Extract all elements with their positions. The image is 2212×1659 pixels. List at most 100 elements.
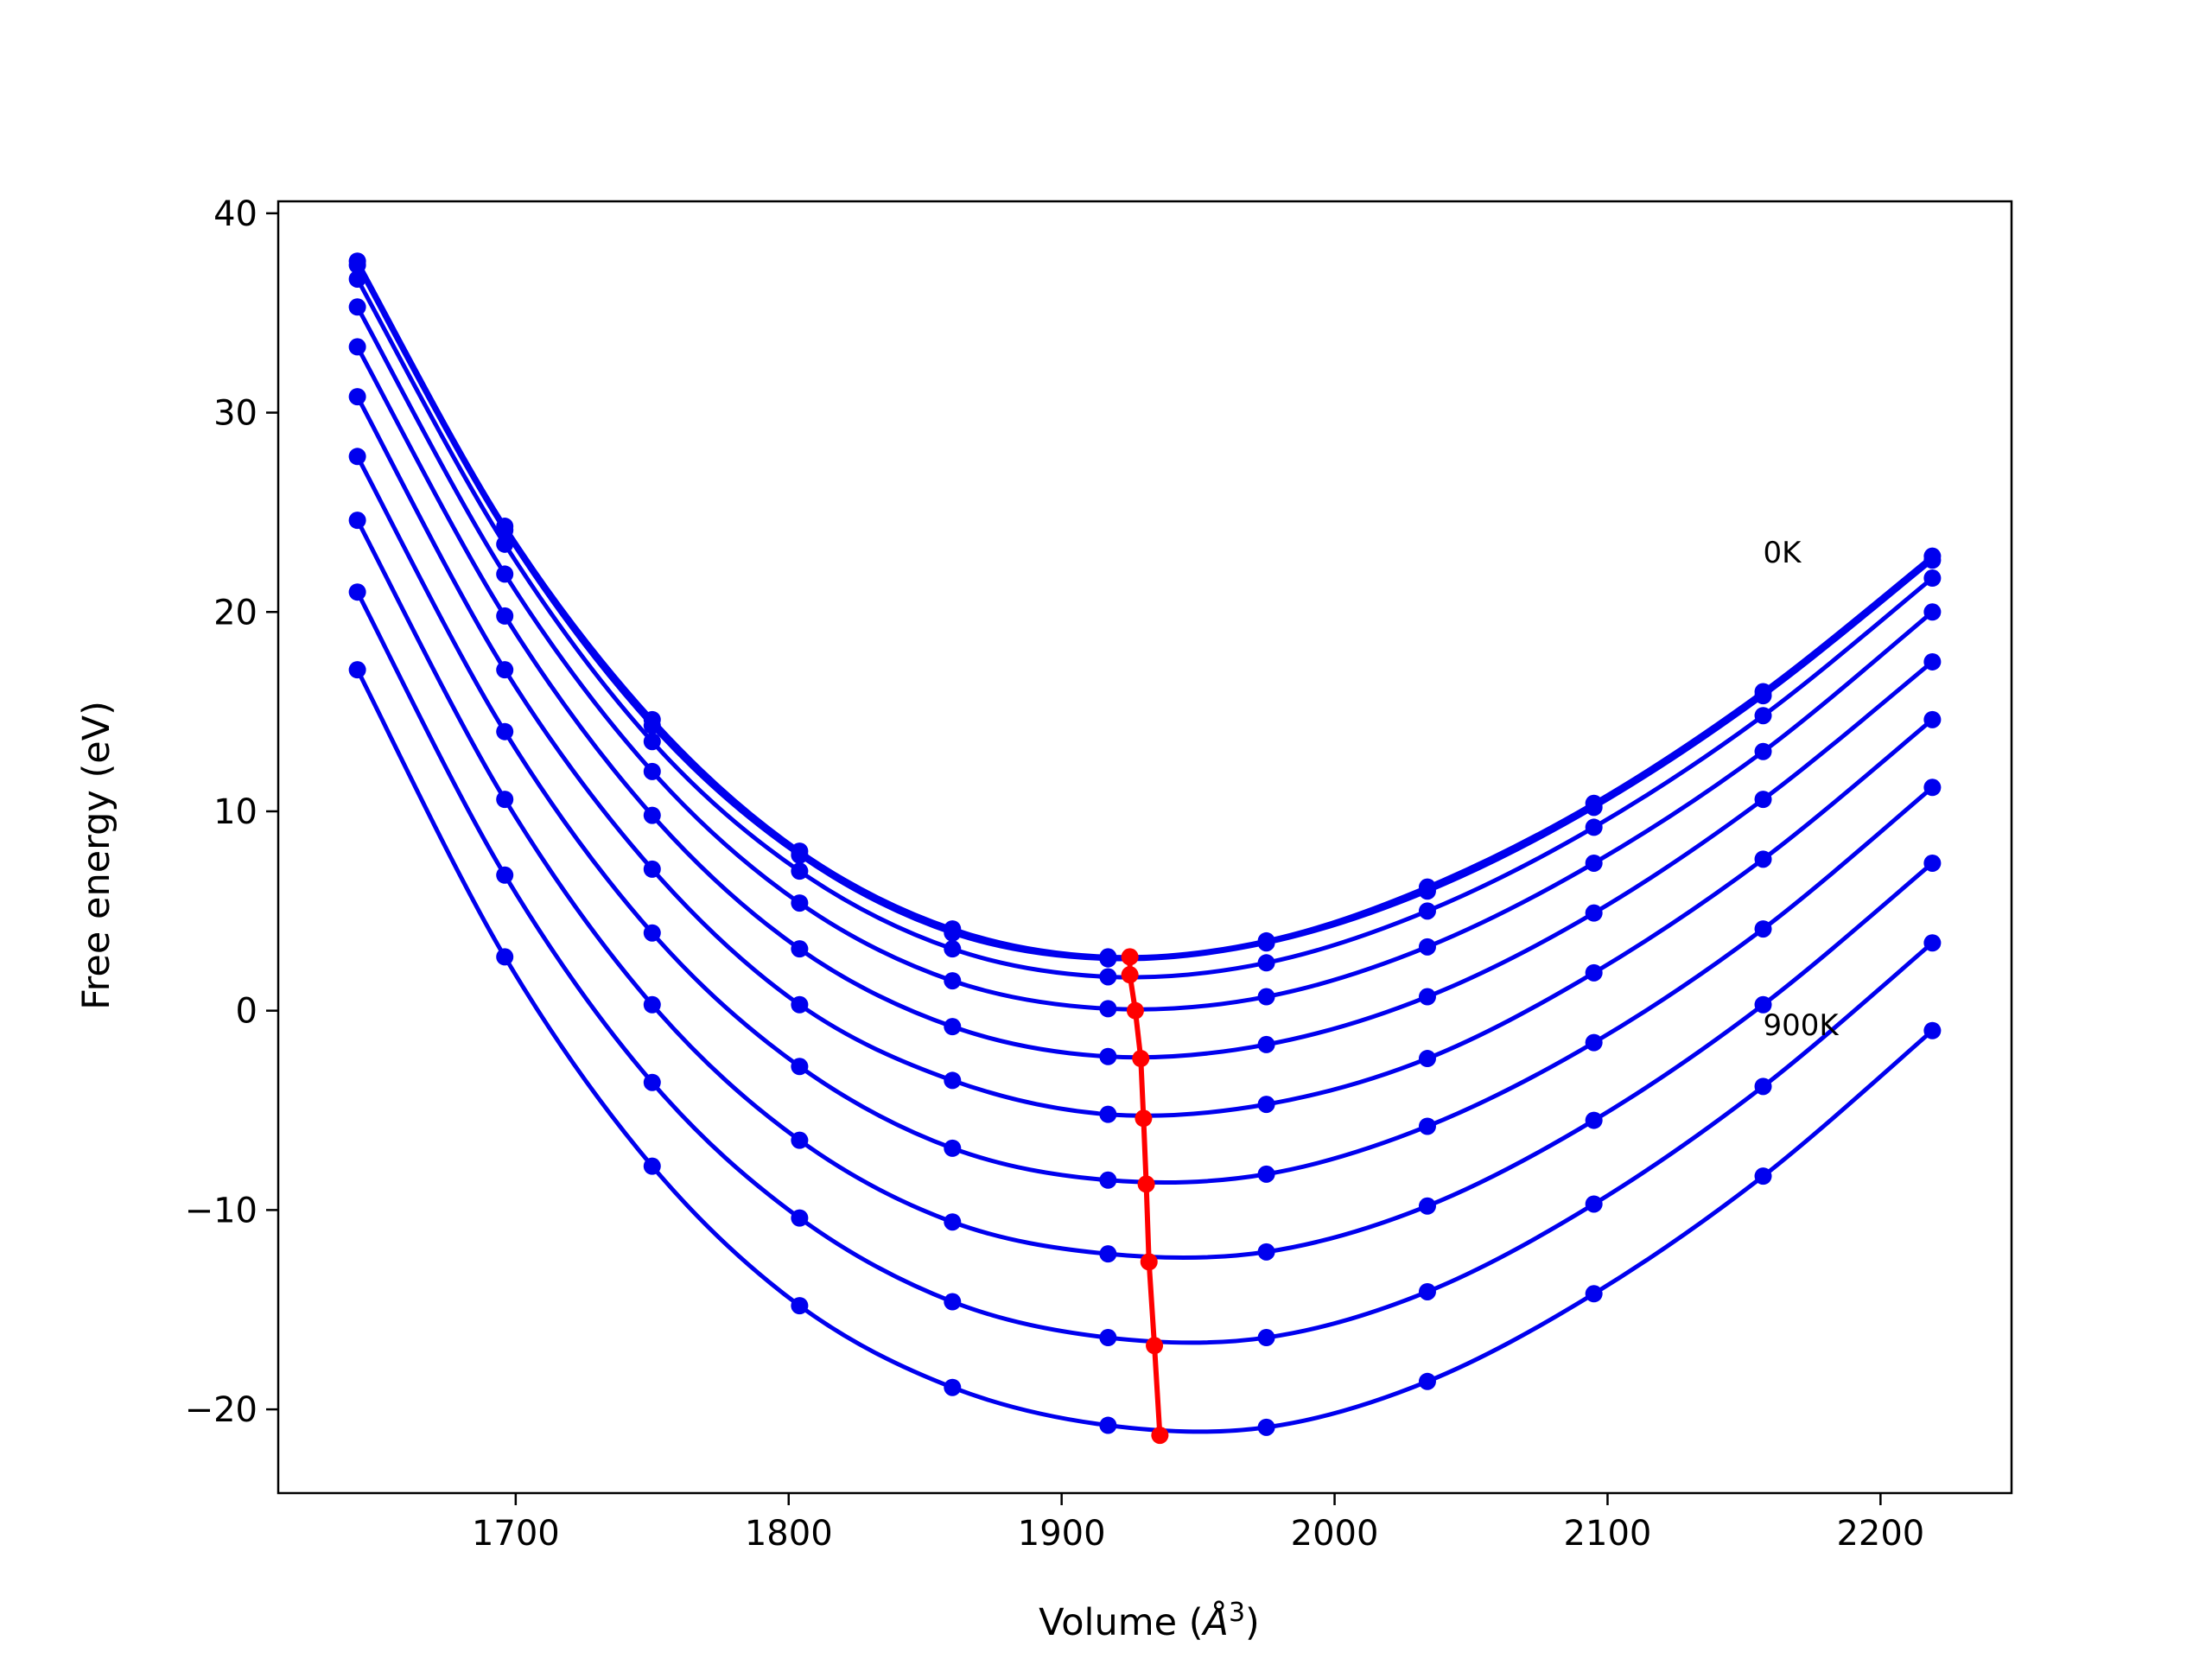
series-point: [1257, 1165, 1275, 1183]
series-point: [1418, 938, 1436, 956]
series-point: [1754, 850, 1772, 868]
series-point: [791, 940, 809, 958]
x-tick-label: 2100: [1564, 1514, 1652, 1554]
series-line: [355, 395, 1934, 1118]
series-5: [348, 338, 1942, 1065]
series-point: [1923, 779, 1942, 797]
x-tick-label: 2000: [1291, 1514, 1379, 1554]
series-point: [1099, 1171, 1117, 1189]
equilibrium-point: [1135, 1109, 1153, 1128]
x-tick-label: 1800: [745, 1514, 833, 1554]
series-point: [1585, 1285, 1603, 1303]
series-point: [1418, 902, 1436, 920]
series-9: [348, 583, 1942, 1347]
series-point: [791, 846, 809, 864]
series-point: [791, 862, 809, 880]
equilibrium-point: [1140, 1253, 1158, 1271]
series-point: [1923, 551, 1942, 569]
series-point: [1099, 950, 1117, 968]
series-point: [1754, 687, 1772, 705]
series-point: [1099, 1245, 1117, 1263]
series-point: [1585, 963, 1603, 982]
series-point: [348, 583, 366, 601]
series-point: [496, 866, 514, 884]
series-7: [348, 448, 1942, 1189]
series-line: [355, 591, 1935, 1345]
series-point: [1099, 1329, 1117, 1347]
y-tick-label: 30: [213, 394, 257, 434]
x-tick-label: 1900: [1018, 1514, 1106, 1554]
series-point: [348, 270, 366, 288]
series-2: [348, 256, 1942, 968]
series-line: [355, 264, 1934, 962]
series-point: [1923, 569, 1942, 588]
series-point: [944, 972, 962, 990]
series-point: [1418, 1050, 1436, 1068]
series-point: [643, 1157, 661, 1175]
series-6: [348, 388, 1942, 1123]
series-point: [1585, 818, 1603, 836]
series-point: [1923, 603, 1942, 621]
series-point: [1754, 995, 1772, 1014]
series-point: [348, 448, 366, 466]
series-point: [1923, 1021, 1942, 1039]
equilibrium-point: [1121, 966, 1139, 984]
equilibrium-point: [1132, 1050, 1150, 1068]
x-tick-label: 2200: [1836, 1514, 1924, 1554]
equilibrium-point: [1121, 948, 1139, 966]
series-line: [355, 518, 1934, 1261]
y-tick-label: 20: [213, 593, 257, 632]
series-point: [944, 1018, 962, 1036]
series-point: [1257, 1035, 1275, 1053]
series-point: [643, 924, 661, 942]
series-point: [1257, 934, 1275, 952]
series-point: [496, 948, 514, 966]
series-point: [944, 1139, 962, 1157]
equilibrium-point: [1137, 1175, 1155, 1193]
series-point: [348, 512, 366, 530]
series-8: [348, 512, 1942, 1263]
series-4: [348, 298, 1942, 1018]
series-point: [791, 1058, 809, 1076]
series-point: [791, 1209, 809, 1227]
plot-content: [348, 252, 1942, 1445]
series-10: [348, 661, 1942, 1436]
series-point: [496, 661, 514, 679]
series-point: [1754, 707, 1772, 725]
series-point: [791, 1131, 809, 1149]
series-line: [355, 277, 1934, 980]
series-point: [1099, 968, 1117, 986]
series-point: [1418, 882, 1436, 900]
y-tick-label: 0: [236, 992, 257, 1032]
y-tick-label: −10: [185, 1191, 257, 1230]
series-line: [355, 669, 1935, 1434]
series-point: [944, 924, 962, 942]
series-point: [1585, 1111, 1603, 1129]
series-point: [348, 661, 366, 679]
series-point: [1754, 791, 1772, 809]
series-point: [496, 722, 514, 741]
equilibrium-point: [1146, 1337, 1164, 1355]
series-point: [1754, 1077, 1772, 1096]
series-point: [1099, 1047, 1117, 1065]
series-point: [496, 535, 514, 553]
y-axis-ticks: 40 30 20 10 0 −10 −20: [185, 194, 278, 1430]
annotation-label: 900K: [1764, 1008, 1840, 1043]
series-point: [348, 256, 366, 274]
series-point: [1099, 1000, 1117, 1018]
series-point: [643, 716, 661, 734]
series-point: [496, 791, 514, 809]
series-point: [944, 940, 962, 958]
series-point: [643, 733, 661, 751]
series-point: [348, 338, 366, 356]
series-point: [1257, 1329, 1275, 1347]
series-line: [355, 346, 1934, 1060]
series-point: [944, 1378, 962, 1396]
series-point: [1418, 1282, 1436, 1300]
equilibrium-series: [1121, 948, 1169, 1445]
series-point: [1923, 854, 1942, 872]
series-line: [355, 455, 1934, 1185]
series-point: [1099, 1105, 1117, 1123]
